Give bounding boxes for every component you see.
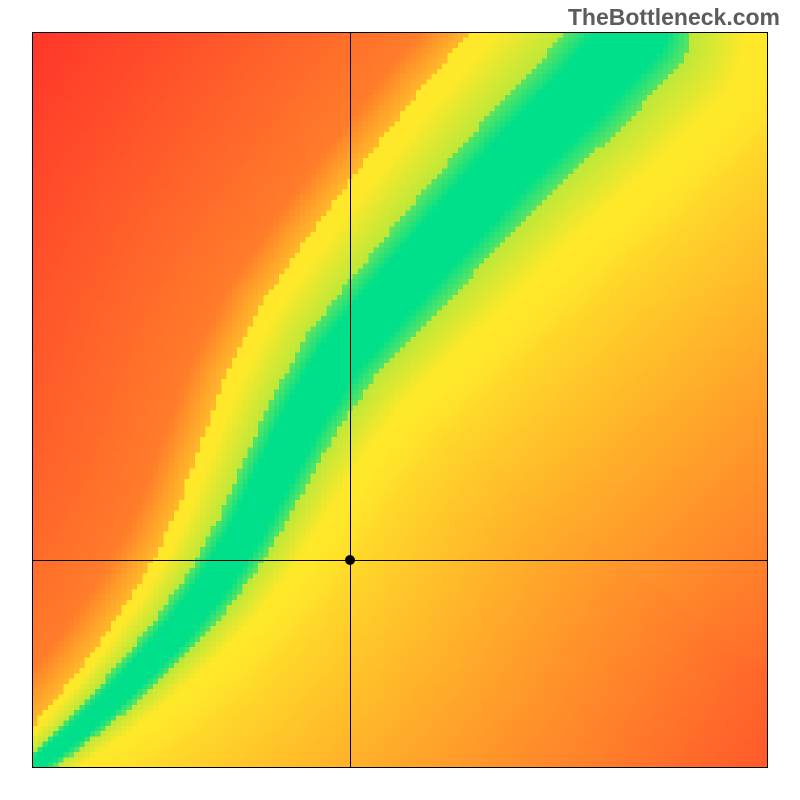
heatmap-canvas bbox=[32, 32, 768, 768]
watermark-text: TheBottleneck.com bbox=[568, 4, 780, 31]
chart-container: TheBottleneck.com bbox=[0, 0, 800, 800]
